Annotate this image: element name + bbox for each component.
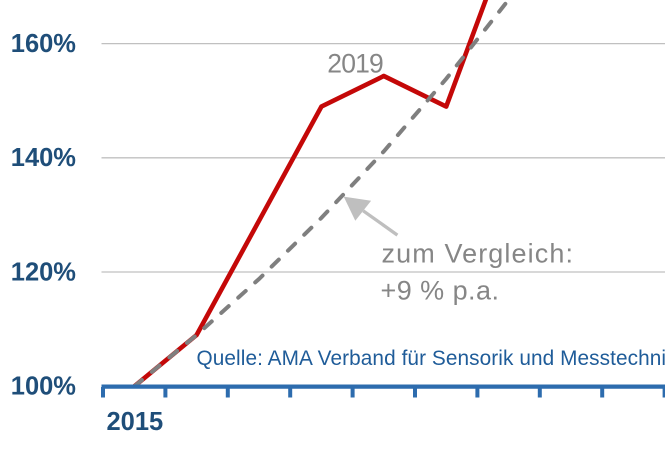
svg-text:100%: 100%	[11, 372, 76, 400]
svg-text:120%: 120%	[11, 258, 76, 286]
svg-text:+9 % p.a.: +9 % p.a.	[381, 275, 500, 305]
svg-text:Quelle: AMA Verband für Sensor: Quelle: AMA Verband für Sensorik und Mes…	[197, 347, 665, 370]
svg-text:160%: 160%	[11, 30, 76, 58]
svg-text:140%: 140%	[11, 144, 76, 172]
svg-text:zum Vergleich:: zum Vergleich:	[382, 238, 574, 268]
svg-text:2019: 2019	[327, 49, 384, 79]
svg-text:2015: 2015	[107, 408, 164, 436]
